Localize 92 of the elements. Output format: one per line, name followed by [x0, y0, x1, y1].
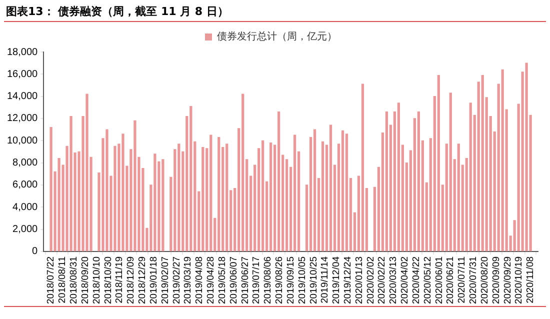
- x-tick-label: 2020/07/11: [456, 256, 468, 304]
- x-tick-label: 2019/04/08: [194, 256, 206, 304]
- x-tick-label: 2020/09/09: [490, 256, 502, 304]
- bar: [210, 134, 212, 252]
- bar: [70, 116, 72, 252]
- bar: [261, 140, 264, 252]
- x-tick-label: 2019/06/07: [228, 256, 240, 304]
- x-tick-label: 2019/04/28: [206, 256, 217, 304]
- bar: [449, 92, 452, 252]
- x-tick-label: 2020/06/21: [445, 256, 456, 304]
- x-tick-label: 2020/06/01: [434, 256, 445, 304]
- bar: [106, 129, 108, 252]
- bar: [202, 146, 204, 252]
- x-tick-label: 2019/07/17: [251, 256, 262, 304]
- bar: [50, 127, 52, 252]
- y-tick-label: 8,000: [12, 158, 38, 169]
- x-tick-label: 2020/03/13: [388, 256, 400, 304]
- x-tick-label: 2020/11/08: [525, 256, 536, 304]
- x-tick-label: 2019/10/05: [296, 256, 308, 304]
- bar: [313, 129, 316, 252]
- x-tick-label: 2019/08/06: [262, 256, 274, 304]
- bar: [218, 136, 220, 252]
- x-tick-label: 2020/09/29: [502, 256, 514, 304]
- x-tick-label: 2020/04/22: [411, 256, 422, 304]
- x-tick-label: 2019/01/18: [148, 256, 160, 304]
- bar: [242, 94, 244, 252]
- bar: [345, 134, 348, 252]
- x-tick-label: 2018/10/30: [102, 256, 114, 304]
- y-tick-label: 14,000: [6, 91, 38, 102]
- x-tick-label: 2020/05/12: [422, 256, 434, 304]
- bar: [277, 112, 280, 252]
- bar: [178, 144, 180, 252]
- legend-label: 债券发行总计（周，亿元）: [217, 30, 337, 43]
- x-tick-label: 2020/02/22: [376, 256, 388, 304]
- bar: [321, 141, 324, 252]
- x-tick-label: 2020/01/13: [354, 256, 365, 304]
- x-tick-label: 2019/11/14: [320, 256, 331, 304]
- bar: [397, 102, 400, 252]
- bar: [361, 84, 364, 252]
- y-tick-label: 4,000: [12, 202, 38, 213]
- bar: [457, 144, 460, 252]
- x-tick-label: 2018/08/11: [57, 256, 68, 304]
- bar: [154, 154, 156, 252]
- bar: [269, 142, 272, 252]
- x-tick-label: 2019/08/26: [274, 256, 285, 304]
- chart-title: 图表13： 债券融资（周，截至 11 月 8 日）: [4, 0, 546, 22]
- x-tick-label: 2020/08/20: [480, 256, 490, 304]
- bar: [114, 146, 116, 252]
- x-tick-label: 2019/12/04: [331, 256, 342, 304]
- bar: [58, 158, 60, 252]
- bar: [469, 102, 472, 252]
- x-tick-label: 2018/08/31: [68, 256, 80, 304]
- bar: [293, 134, 296, 252]
- x-tick-label: 2018/10/10: [91, 256, 102, 304]
- bar: [385, 112, 388, 252]
- y-tick-label: 16,000: [6, 68, 38, 80]
- bar: [481, 74, 484, 252]
- x-tick-label: 2019/02/07: [160, 256, 171, 304]
- x-tick-label: 2020/07/31: [468, 256, 480, 304]
- x-tick-label: 2019/06/27: [240, 256, 251, 304]
- y-tick-label: 12,000: [6, 113, 38, 124]
- x-tick-label: 2019/10/25: [308, 256, 320, 304]
- x-tick-label: 2018/12/09: [126, 256, 137, 304]
- x-tick-label: 2019/12/24: [342, 256, 354, 304]
- y-tick-label: 2,000: [12, 224, 38, 236]
- bar: [437, 74, 440, 252]
- bar: [417, 112, 420, 252]
- x-tick-label: 2020/04/02: [400, 256, 411, 304]
- x-tick-label: 2019/09/15: [285, 256, 296, 304]
- bar: [226, 144, 228, 252]
- bar: [134, 120, 136, 252]
- x-tick-label: 2018/09/20: [80, 256, 91, 304]
- bar: [341, 130, 344, 252]
- bar: [525, 62, 528, 252]
- bar: [329, 124, 332, 252]
- x-tick-label: 2018/12/29: [137, 256, 148, 304]
- y-tick-label: 18,000: [6, 46, 38, 58]
- bar: [190, 106, 192, 252]
- y-tick-label: 0: [32, 246, 38, 258]
- bar: [501, 69, 504, 252]
- x-tick-label: 2019/05/18: [216, 256, 228, 304]
- x-tick-label: 2018/11/19: [114, 256, 126, 304]
- y-tick-label: 6,000: [12, 180, 38, 191]
- x-tick-label: 2019/03/19: [182, 256, 194, 304]
- x-tick-label: 2018/07/22: [46, 256, 57, 304]
- x-tick-label: 2019/02/27: [171, 256, 182, 304]
- bar: [162, 159, 164, 252]
- y-tick-label: 10,000: [6, 135, 38, 146]
- bar: [122, 134, 124, 252]
- x-tick-label: 2020/10/19: [514, 256, 525, 304]
- bar: [86, 94, 88, 252]
- x-tick-label: 2020/02/02: [365, 256, 376, 304]
